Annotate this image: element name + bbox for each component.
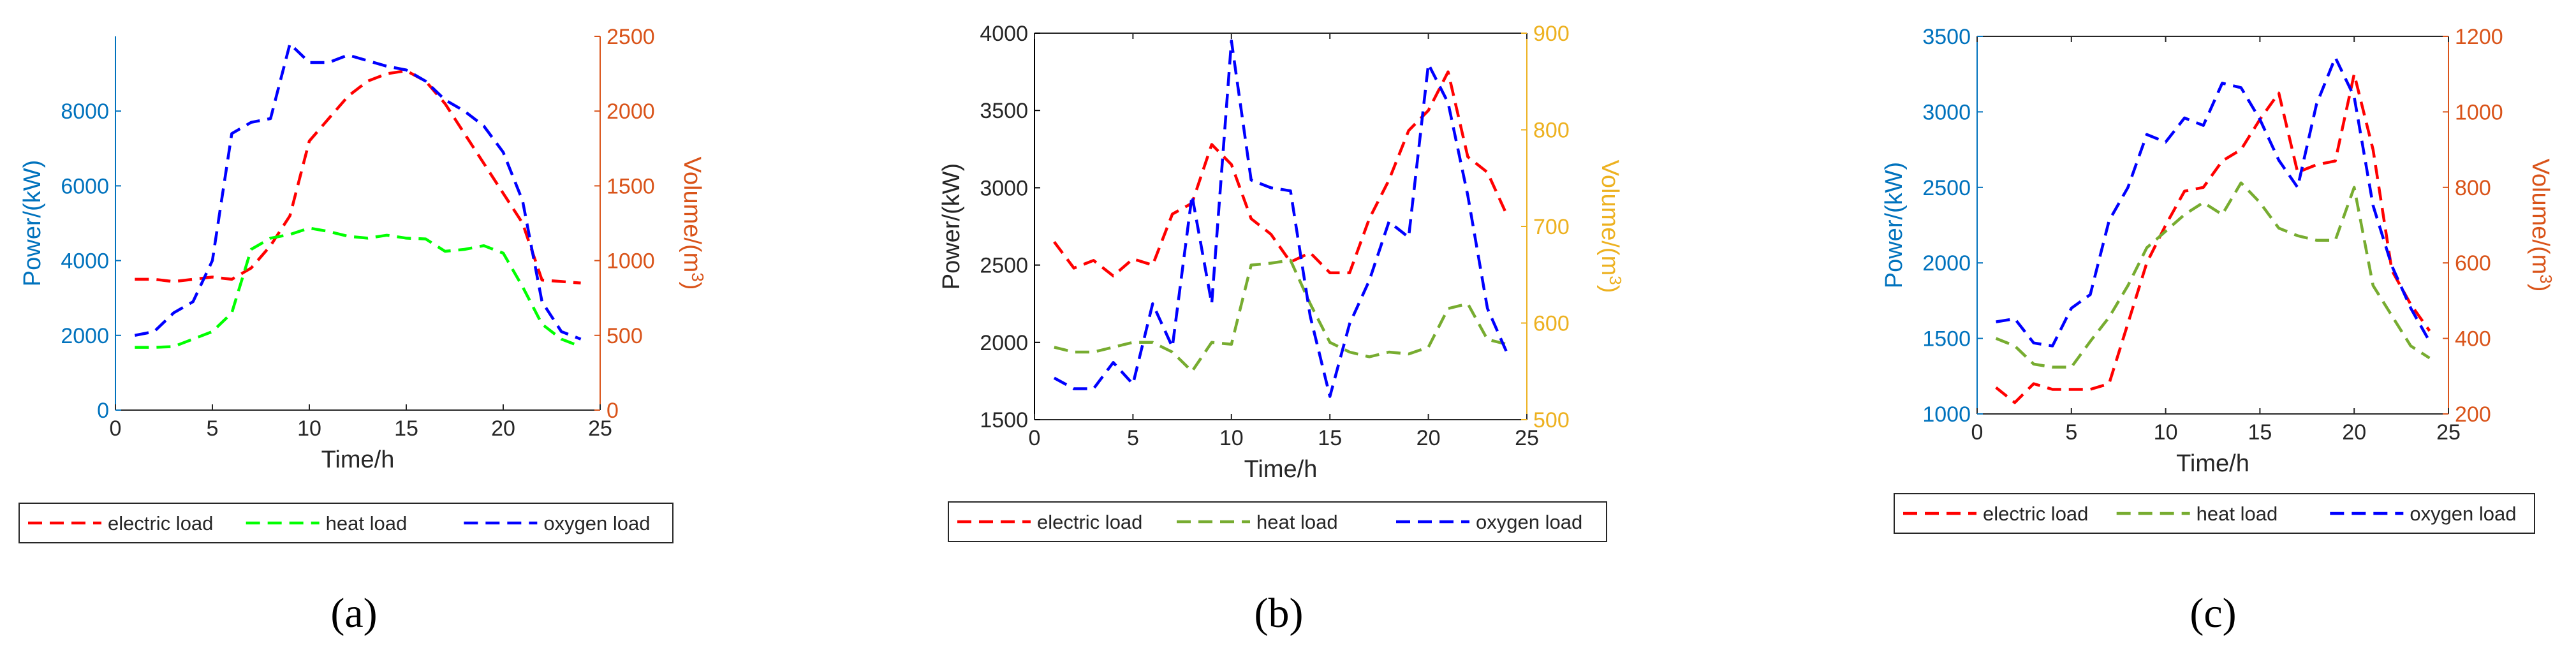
series-line-heat-load — [1995, 181, 2431, 369]
legend-label-heat-load: heat load — [326, 512, 408, 534]
legend: electric load heat load oxygen load — [1894, 493, 2535, 534]
legend: electric load heat load oxygen load — [948, 501, 1607, 542]
right-y-tick-label: 800 — [1533, 119, 1570, 143]
panel-label: (c) — [2190, 590, 2236, 637]
x-tick-label: 5 — [1127, 426, 1139, 450]
left-y-tick-label: 2000 — [1922, 251, 1971, 276]
x-tick-label: 10 — [2154, 420, 2178, 445]
left-y-tick-label: 3000 — [1922, 100, 1971, 124]
right-y-tick-label: 2500 — [607, 25, 655, 49]
x-tick-label: 10 — [1219, 426, 1244, 450]
legend-label-heat-load: heat load — [1256, 511, 1338, 533]
right-y-tick-label: 2000 — [607, 99, 655, 124]
x-tick-label: 15 — [394, 416, 418, 441]
right-y-axis-label: Volume/(m3) — [2527, 159, 2556, 292]
left-y-tick-label: 4000 — [980, 22, 1028, 46]
series-line-electric-load — [1053, 70, 1509, 277]
x-tick-label: 5 — [2065, 420, 2077, 445]
right-y-tick-label: 500 — [1533, 408, 1570, 432]
legend-label-heat-load: heat load — [2197, 503, 2278, 525]
right-y-tick-label: 1000 — [2455, 100, 2503, 124]
right-y-tick-label: 500 — [607, 324, 643, 348]
left-y-tick-label: 1500 — [980, 408, 1028, 432]
x-tick-label: 20 — [491, 416, 515, 441]
legend-label-electric-load: electric load — [1037, 511, 1142, 533]
x-tick-label: 20 — [1417, 426, 1441, 450]
right-y-tick-label: 900 — [1533, 22, 1570, 46]
legend-label-oxygen-load: oxygen load — [2410, 503, 2516, 525]
right-y-tick-label: 600 — [2455, 251, 2491, 276]
x-tick-label: 0 — [1971, 420, 1984, 445]
series-line-heat-load — [1054, 258, 1508, 373]
right-y-tick-label: 200 — [2455, 402, 2491, 427]
legend-label-oxygen-load: oxygen load — [543, 512, 650, 534]
right-y-tick-label: 1000 — [607, 249, 655, 274]
right-y-tick-label: 400 — [2455, 327, 2491, 351]
left-y-tick-label: 1000 — [1922, 402, 1971, 427]
left-y-tick-label: 2500 — [980, 254, 1028, 278]
x-tick-label: 25 — [2436, 420, 2461, 445]
x-tick-label: 25 — [588, 416, 612, 441]
series-line-electric-load — [1995, 72, 2431, 404]
x-tick-label: 15 — [1318, 426, 1342, 450]
series-line-oxygen-load — [134, 42, 582, 341]
left-y-tick-label: 1500 — [1922, 327, 1971, 351]
left-y-tick-label: 3500 — [1922, 25, 1971, 49]
panel-label: (b) — [1255, 590, 1304, 637]
left-y-tick-label: 3500 — [980, 99, 1028, 123]
left-y-tick-label: 8000 — [61, 99, 109, 124]
legend: electric load heat load oxygen load — [18, 503, 673, 543]
left-y-axis-label: Power/(kW) — [19, 160, 46, 286]
legend-box — [948, 501, 1607, 542]
right-y-tick-label: 1200 — [2455, 25, 2503, 49]
x-axis-label: Time/h — [1244, 456, 1318, 483]
x-tick-label: 0 — [1029, 426, 1041, 450]
x-axis-label: Time/h — [321, 446, 395, 473]
legend-label-electric-load: electric load — [108, 512, 213, 534]
left-y-tick-label: 2000 — [980, 331, 1028, 355]
series-line-oxygen-load — [1053, 39, 1509, 398]
legend-label-oxygen-load: oxygen load — [1476, 511, 1582, 533]
chart-panel-3: 0 5 10 15 20 25 1000 1500 2000 2500 3000 3500 200 400… — [1881, 25, 2556, 637]
x-axis-label: Time/h — [2176, 450, 2249, 477]
chart-panel-1: 0 5 10 15 20 25020004000600080000500100015002… — [18, 25, 707, 637]
left-y-tick-label: 3000 — [980, 176, 1028, 200]
right-y-tick-label: 0 — [607, 399, 619, 423]
legend-box — [1894, 493, 2535, 534]
left-y-tick-label: 2500 — [1922, 176, 1971, 200]
left-y-tick-label: 6000 — [61, 174, 109, 198]
right-y-tick-label: 800 — [2455, 176, 2491, 200]
left-y-axis-label: Power/(kW) — [938, 163, 965, 290]
series-line-electric-load — [135, 69, 581, 285]
chart-panel-2: 0 5 10 15 20 25 1500 2000 2500 3000 3500 4000 500 600… — [938, 22, 1625, 637]
right-y-tick-label: 1500 — [607, 174, 655, 198]
x-tick-label: 5 — [207, 416, 219, 441]
left-y-tick-label: 2000 — [61, 324, 109, 348]
right-y-tick-label: 600 — [1533, 312, 1570, 336]
x-tick-label: 20 — [2342, 420, 2366, 445]
x-tick-label: 10 — [297, 416, 321, 441]
x-tick-label: 15 — [2248, 420, 2272, 445]
series-line-heat-load — [135, 226, 582, 349]
x-tick-label: 0 — [110, 416, 122, 441]
left-y-axis-label: Power/(kW) — [1881, 162, 1908, 288]
series-line-oxygen-load — [1996, 55, 2431, 348]
right-y-axis-label: Volume/(m3) — [1596, 160, 1625, 293]
x-tick-label: 25 — [1515, 426, 1539, 450]
legend-box — [18, 503, 673, 543]
panel-label: (a) — [330, 590, 377, 637]
legend-label-electric-load: electric load — [1983, 503, 2088, 525]
right-y-axis-label: Volume/(m3) — [679, 157, 707, 290]
right-y-tick-label: 700 — [1533, 215, 1570, 239]
left-y-tick-label: 0 — [97, 399, 109, 423]
left-y-tick-label: 4000 — [61, 249, 109, 274]
